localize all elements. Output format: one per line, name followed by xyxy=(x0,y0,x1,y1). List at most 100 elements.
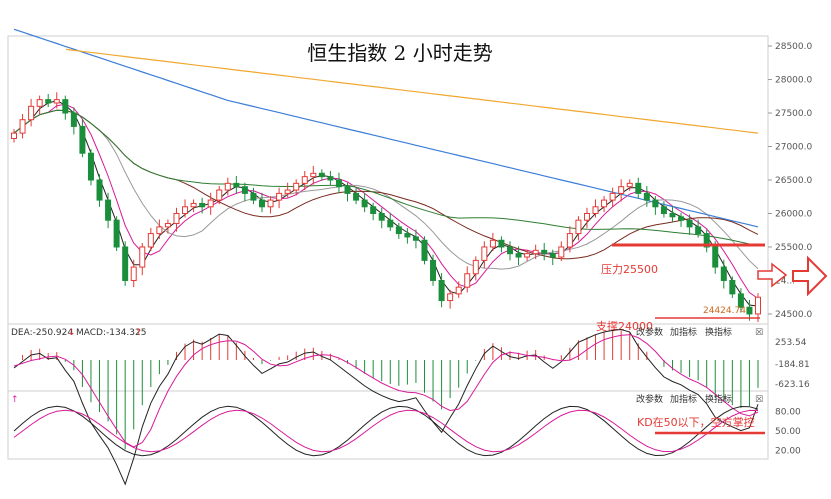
ma-line-green xyxy=(13,109,759,246)
candle xyxy=(626,179,633,191)
candle xyxy=(404,227,411,244)
candle xyxy=(113,216,120,251)
candle xyxy=(678,212,685,227)
candle xyxy=(284,182,291,198)
candle xyxy=(489,232,496,251)
macd-dea-label: DEA:-250.924 xyxy=(11,328,73,338)
candle xyxy=(164,219,171,234)
candle xyxy=(28,98,35,127)
candle xyxy=(318,169,325,181)
candle xyxy=(182,199,189,218)
candle xyxy=(207,192,214,215)
ma-line-gray xyxy=(13,109,759,270)
candle xyxy=(618,179,625,202)
candle xyxy=(139,242,146,276)
candle xyxy=(190,199,197,213)
price-tick-label: 27000.0 xyxy=(775,143,812,153)
candle xyxy=(395,222,402,239)
panel-button[interactable]: 换指标 xyxy=(705,326,732,338)
candle xyxy=(438,273,445,308)
panel-button[interactable]: 换指标 xyxy=(705,393,732,405)
candle xyxy=(310,165,317,185)
kd-note: KD在50以下，空方掌控 xyxy=(637,415,755,429)
candle xyxy=(455,281,462,298)
candle xyxy=(746,299,753,321)
candle xyxy=(19,114,26,139)
candle xyxy=(105,192,112,229)
candle xyxy=(79,119,86,158)
macd-dif-line xyxy=(13,328,759,486)
candle xyxy=(447,289,454,309)
candle xyxy=(609,187,616,207)
candle xyxy=(703,229,710,253)
candle xyxy=(464,266,471,293)
candle xyxy=(250,187,257,205)
macd-tick-label: -184.81 xyxy=(775,360,810,370)
candle xyxy=(45,93,52,107)
macd-panel-buttons[interactable]: 改参数 加指标 换指标 ☒ xyxy=(636,326,763,338)
ma-line-orange xyxy=(65,48,759,134)
resistance-label: 压力25500 xyxy=(601,263,658,276)
close-icon[interactable]: ☒ xyxy=(755,395,763,405)
candle xyxy=(532,244,539,260)
moving-average-lines xyxy=(13,28,759,307)
panel-button[interactable]: 加指标 xyxy=(670,393,697,405)
price-tick-label: 24500.0 xyxy=(775,310,812,320)
candle xyxy=(87,149,94,186)
price-tick-label: 26000.0 xyxy=(775,209,812,219)
panel-button[interactable]: 改参数 xyxy=(636,393,663,405)
kd-header-arrow-icon: ↑ xyxy=(11,395,19,405)
candle xyxy=(156,219,163,239)
candle xyxy=(130,259,137,288)
candle xyxy=(635,177,642,199)
price-tick-label: 28500.0 xyxy=(775,42,812,52)
candle xyxy=(652,196,659,215)
candle xyxy=(62,95,69,120)
price-tick-label: 28000.0 xyxy=(775,76,812,86)
ma-line-brown xyxy=(13,109,759,260)
support-label: 支撑24000 xyxy=(596,319,653,333)
candle xyxy=(122,241,129,286)
kd-panel-buttons[interactable]: 改参数 加指标 换指标 ☒ xyxy=(636,393,763,405)
candle xyxy=(498,236,505,253)
candle xyxy=(755,293,761,322)
low-price-label: 24424.74 xyxy=(703,306,746,316)
ma-line-blue xyxy=(13,28,759,228)
candle xyxy=(147,227,154,251)
candle xyxy=(199,197,206,214)
candle xyxy=(412,229,419,249)
kd-axis: 80.00 50.00 20.00 xyxy=(775,408,801,457)
kd-d-line xyxy=(13,409,759,453)
macd-axis: 253.54 -184.81 -623.16 xyxy=(775,338,810,390)
candle xyxy=(344,182,351,202)
candle xyxy=(96,174,103,207)
kd-tick-label: 20.00 xyxy=(775,447,801,457)
candle xyxy=(643,186,650,207)
candle xyxy=(592,199,599,218)
macd-tick-label: -623.16 xyxy=(775,380,810,390)
candle xyxy=(327,170,334,186)
candle xyxy=(370,202,377,221)
candle xyxy=(11,129,17,143)
macd-dea-line xyxy=(13,334,759,448)
candle xyxy=(353,187,360,205)
candle xyxy=(515,246,522,266)
close-icon[interactable]: ☒ xyxy=(755,328,763,338)
panel-button[interactable]: 加指标 xyxy=(670,326,697,338)
kd-k-line xyxy=(13,405,759,457)
candle xyxy=(259,192,265,213)
candle xyxy=(378,207,385,229)
candle xyxy=(335,172,342,194)
candle xyxy=(729,276,736,298)
candle xyxy=(549,249,556,266)
ma-line-magenta xyxy=(13,103,759,299)
candle xyxy=(36,95,43,115)
candle xyxy=(430,254,437,286)
candle xyxy=(216,186,223,205)
candle xyxy=(173,207,180,232)
candle xyxy=(695,219,702,238)
candle xyxy=(669,206,676,223)
panel-button[interactable]: 改参数 xyxy=(636,326,663,338)
ma-line-black xyxy=(13,100,759,307)
candle xyxy=(53,92,60,109)
